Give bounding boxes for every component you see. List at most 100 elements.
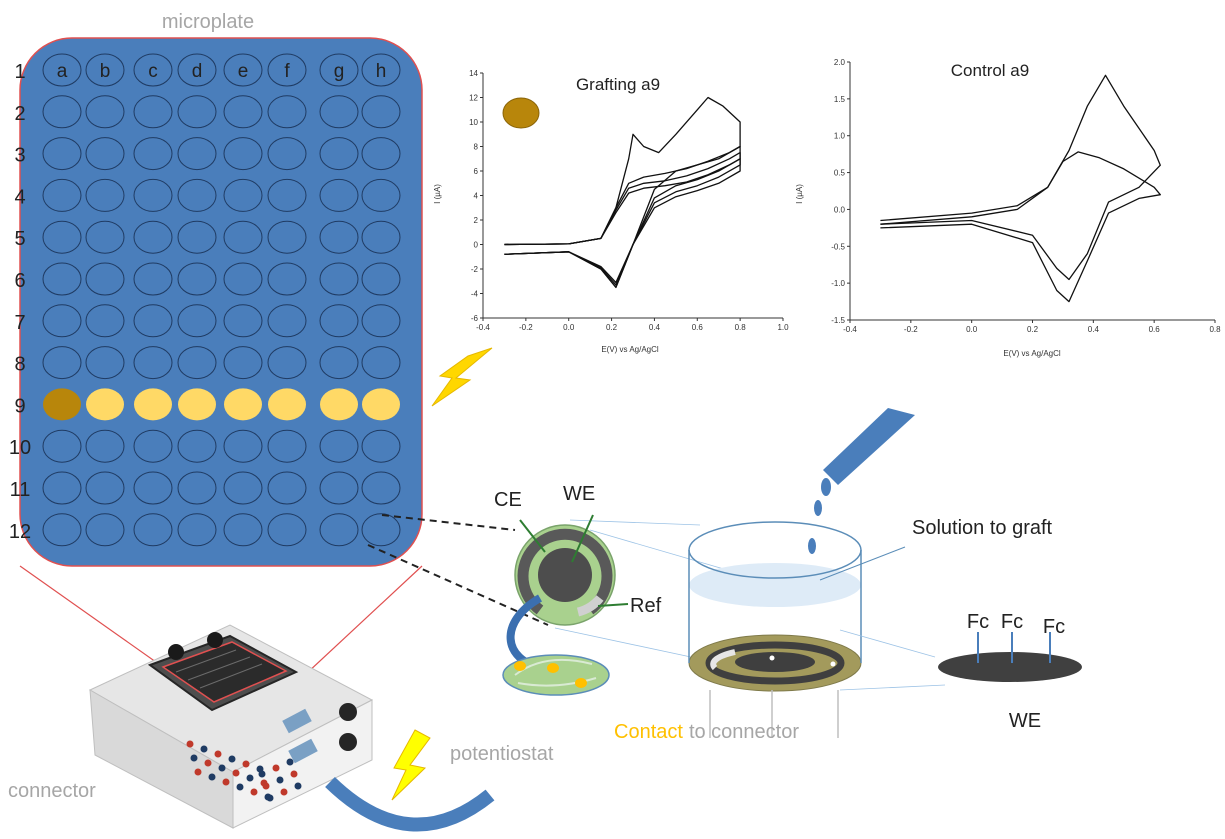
ce-pointer <box>519 519 546 553</box>
drop <box>814 500 822 516</box>
grafting-cell <box>688 521 862 738</box>
well-h8 <box>361 346 401 380</box>
jack-socket <box>276 776 284 784</box>
well-e2 <box>223 95 263 129</box>
contact-dot <box>514 661 526 671</box>
row-label: 5 <box>14 228 25 250</box>
well-b12 <box>85 513 125 547</box>
jack-socket <box>294 782 302 790</box>
y-tick-label: 12 <box>469 94 478 103</box>
well-d8 <box>177 346 217 380</box>
well-d3 <box>177 137 217 171</box>
y-tick-label: 0.5 <box>834 169 846 178</box>
jack-socket <box>232 769 240 777</box>
clamp-knob <box>168 644 184 660</box>
well-g8 <box>319 346 359 380</box>
well-f4 <box>267 178 307 212</box>
well-c4 <box>133 178 173 212</box>
well-f1 <box>267 53 307 87</box>
well-h6 <box>361 262 401 296</box>
y-tick-label: 14 <box>469 69 478 78</box>
well-f5 <box>267 220 307 254</box>
well-c1 <box>133 53 173 87</box>
well-h9 <box>362 388 400 421</box>
well-b4 <box>85 178 125 212</box>
well-h4 <box>361 178 401 212</box>
x-tick-label: -0.4 <box>476 323 490 332</box>
column-label: e <box>238 61 249 82</box>
well-c10 <box>133 429 173 463</box>
cv-curve <box>504 158 741 284</box>
well-g7 <box>319 304 359 338</box>
well-b5 <box>85 220 125 254</box>
jack-socket <box>228 755 236 763</box>
well-c6 <box>133 262 173 296</box>
ce-label: CE <box>494 489 522 511</box>
well-f3 <box>267 137 307 171</box>
column-label: f <box>284 61 290 82</box>
control-chart: Control a9 E(V) vs Ag/AgCl I (µA) -0.4 -0… <box>795 58 1221 358</box>
lightning-icon <box>431 347 493 407</box>
x-tick-label: 0.0 <box>563 323 575 332</box>
well-b11 <box>85 471 125 505</box>
well-e1 <box>223 53 263 87</box>
row-label: 2 <box>14 103 25 125</box>
x-tick-label: 0.6 <box>1149 325 1161 334</box>
column-label: a <box>57 61 68 82</box>
row-label: 1 <box>14 61 25 83</box>
jack-socket <box>222 778 230 786</box>
well-h1 <box>361 53 401 87</box>
jack-socket <box>250 788 258 796</box>
well-a6 <box>42 262 82 296</box>
well-e3 <box>223 137 263 171</box>
fc-label: Fc <box>1001 611 1023 633</box>
pipette <box>823 408 915 485</box>
well-c7 <box>133 304 173 338</box>
projection-line <box>569 519 701 526</box>
y-tick-label: -4 <box>471 290 479 299</box>
well-b10 <box>85 429 125 463</box>
well-a5 <box>42 220 82 254</box>
well-e9 <box>224 388 262 421</box>
back-track <box>517 677 597 687</box>
well-f12 <box>267 513 307 547</box>
row-label: 10 <box>9 437 31 459</box>
jack-socket <box>290 770 298 778</box>
y-tick-label: 2.0 <box>834 58 846 67</box>
well-c3 <box>133 137 173 171</box>
contact-dot <box>575 678 587 688</box>
well-a3 <box>42 137 82 171</box>
y-axis-label: I (µA) <box>433 184 442 204</box>
well-a7 <box>42 304 82 338</box>
well-b7 <box>85 304 125 338</box>
display-window <box>282 708 312 734</box>
well-c2 <box>133 95 173 129</box>
chart-title: Grafting a9 <box>576 75 660 94</box>
we-detail-disc <box>938 652 1082 682</box>
well-d12 <box>177 513 217 547</box>
plate-rows <box>175 649 237 673</box>
well-d6 <box>177 262 217 296</box>
well-a10 <box>42 429 82 463</box>
well-g2 <box>319 95 359 129</box>
we-label: WE <box>563 483 595 505</box>
column-label: c <box>148 61 158 82</box>
jack-socket <box>236 783 244 791</box>
well-g6 <box>319 262 359 296</box>
working-electrode-disc <box>538 548 592 602</box>
y-tick-label: -1.5 <box>831 316 845 325</box>
x-tick-label: -0.4 <box>843 325 857 334</box>
well-e8 <box>223 346 263 380</box>
row-label: 12 <box>9 521 31 543</box>
contact-caption: Contact to connector <box>614 721 799 743</box>
well-d1 <box>177 53 217 87</box>
we-detail: Fc Fc Fc WE <box>938 611 1082 732</box>
cell-counter-ring <box>705 641 845 685</box>
x-tick-label: 0.4 <box>1088 325 1100 334</box>
jack-socket <box>200 745 208 753</box>
row-label: 3 <box>14 145 25 167</box>
contact-rest: to connector <box>689 721 799 743</box>
well-e11 <box>223 471 263 505</box>
row-label: 7 <box>14 312 25 334</box>
